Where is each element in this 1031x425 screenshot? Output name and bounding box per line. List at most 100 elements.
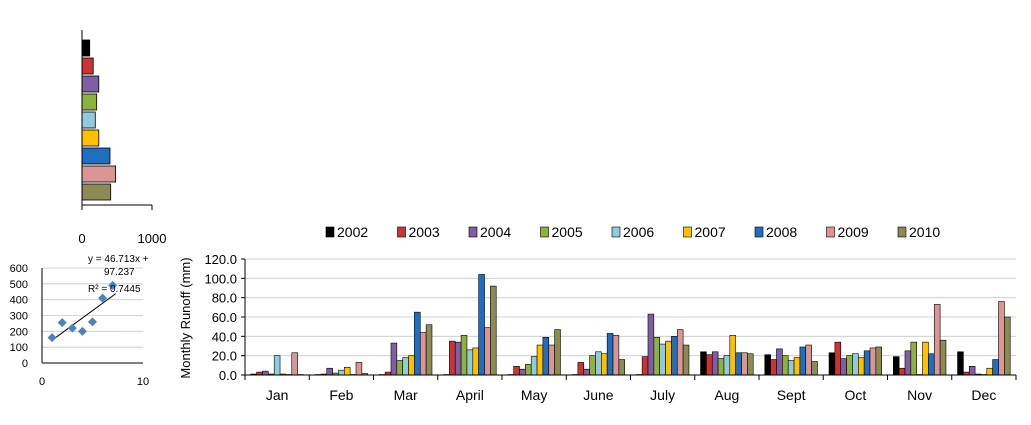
main-y-tick-label: 100.0 <box>204 271 237 286</box>
legend-swatch-2005 <box>540 226 549 238</box>
main-bar-2006-Aug <box>723 355 731 376</box>
hbar-2008 <box>81 147 111 165</box>
main-bar-2004-April <box>454 341 462 376</box>
main-bar-2010-April <box>490 285 497 376</box>
scatter-point <box>77 326 87 336</box>
main-bar-2009-Mar <box>419 332 427 376</box>
scatter-point <box>67 323 77 333</box>
main-bar-2003-Aug <box>706 354 713 376</box>
scatter-point <box>108 280 118 290</box>
main-bar-2007-Mar <box>408 355 415 376</box>
legend-swatch-2008 <box>754 226 764 238</box>
main-bar-2007-Dec <box>986 367 993 376</box>
legend-label-2010: 2010 <box>909 224 940 240</box>
legend-label-2009: 2009 <box>838 224 869 240</box>
legend-swatch-2009 <box>826 226 835 238</box>
main-bar-2002-Nov <box>892 356 900 376</box>
main-bar-2005-July <box>653 336 660 376</box>
scatter-annotation: R² = 0.7445 <box>88 284 141 295</box>
scatter-point <box>47 333 57 343</box>
main-y-axis-label: Monthly Runoff (mm) <box>178 257 193 378</box>
main-bar-2003-Oct <box>834 341 842 376</box>
main-bar-2004-May <box>519 368 526 376</box>
main-bar-2003-May <box>513 365 520 376</box>
main-bar-2007-June <box>601 353 608 376</box>
scatter-y-tick-label: 500 <box>10 279 28 291</box>
hbar-x-tick-label: 0 <box>78 231 85 246</box>
main-bar-2005-Mar <box>396 360 403 376</box>
main-bar-2007-Nov <box>922 341 929 376</box>
main-bar-2006-Oct <box>852 353 859 376</box>
main-bar-2008-Nov <box>928 353 935 376</box>
main-bar-2002-Sept <box>764 354 771 376</box>
main-bar-2004-Oct <box>840 358 847 376</box>
main-bar-2006-May <box>530 356 538 376</box>
main-bar-2008-May <box>542 336 550 376</box>
hbar-2004 <box>81 75 100 93</box>
scatter-point <box>57 318 67 328</box>
hbar-2006 <box>81 111 96 129</box>
main-bar-2008-Dec <box>992 359 999 376</box>
legend-label-2007: 2007 <box>695 224 726 240</box>
main-bar-2010-Sept <box>811 361 818 376</box>
main-x-tick-label: Jan <box>266 387 289 403</box>
main-bar-2009-May <box>548 344 555 376</box>
main-x-tick-label: Aug <box>714 387 739 403</box>
main-bar-2004-Mar <box>390 342 398 376</box>
main-y-tick-label: 20.0 <box>212 349 237 364</box>
main-y-tick-label: 40.0 <box>212 329 237 344</box>
main-bar-2005-Nov <box>910 341 917 376</box>
legend-label-2002: 2002 <box>337 224 368 240</box>
legend-label-2006: 2006 <box>623 224 654 240</box>
main-bar-2008-July <box>671 336 678 376</box>
main-bar-2005-April <box>460 335 468 376</box>
legend-swatch-2010 <box>897 226 907 238</box>
main-bar-2003-June <box>577 362 585 376</box>
scatter-y-tick-label: 600 <box>10 263 28 275</box>
hbar-2010 <box>81 183 112 201</box>
main-bar-2002-Aug <box>700 351 707 376</box>
main-bar-2009-Aug <box>741 352 748 376</box>
main-bar-2009-Jan <box>291 352 298 376</box>
scatter-annotation: 97.237 <box>104 267 135 278</box>
main-bar-2005-Aug <box>717 358 725 376</box>
main-bar-2009-Feb <box>355 362 363 376</box>
hbar-2002 <box>81 39 91 57</box>
main-bar-2004-July <box>647 313 655 376</box>
main-bar-2008-Sept <box>799 346 807 376</box>
main-bar-2009-Sept <box>805 344 812 376</box>
scatter-y-tick-label: 0 <box>22 358 28 370</box>
scatter-y-tick-label: 400 <box>10 295 28 307</box>
main-bar-2004-June <box>583 368 590 376</box>
main-bar-2006-Jan <box>273 355 281 376</box>
main-bar-2003-Sept <box>770 359 777 376</box>
hbar-2009 <box>81 165 116 183</box>
main-bar-2010-Nov <box>939 339 947 376</box>
main-y-tick-label: 0.0 <box>219 368 237 383</box>
main-bar-2004-Sept <box>776 348 783 376</box>
main-bar-2004-Feb <box>326 367 333 376</box>
main-bar-2009-June <box>612 335 620 376</box>
main-bar-2006-April <box>466 349 474 376</box>
main-bar-2005-June <box>589 355 596 376</box>
legend-swatch-2007 <box>683 226 692 238</box>
main-bar-2003-April <box>449 340 456 376</box>
main-bar-2009-Nov <box>933 304 941 376</box>
main-bar-2007-May <box>536 344 544 376</box>
legend-label-2005: 2005 <box>552 224 583 240</box>
main-x-tick-label: Oct <box>844 387 866 403</box>
main-bar-2010-Aug <box>747 353 754 376</box>
main-bar-2009-April <box>484 327 491 376</box>
main-bar-2009-Oct <box>869 347 877 376</box>
main-bar-2009-July <box>676 329 684 376</box>
scatter-annotation: y = 46.713x + <box>88 254 149 265</box>
main-y-tick-label: 80.0 <box>212 291 237 306</box>
scatter-trendline <box>51 293 117 341</box>
scatter-point <box>98 293 108 303</box>
main-bar-2006-Feb <box>338 369 345 376</box>
main-bar-2010-July <box>682 344 690 376</box>
main-x-tick-label: Nov <box>907 387 932 403</box>
main-x-tick-label: Mar <box>394 387 418 403</box>
scatter-x-tick-label: 0 <box>39 376 45 388</box>
